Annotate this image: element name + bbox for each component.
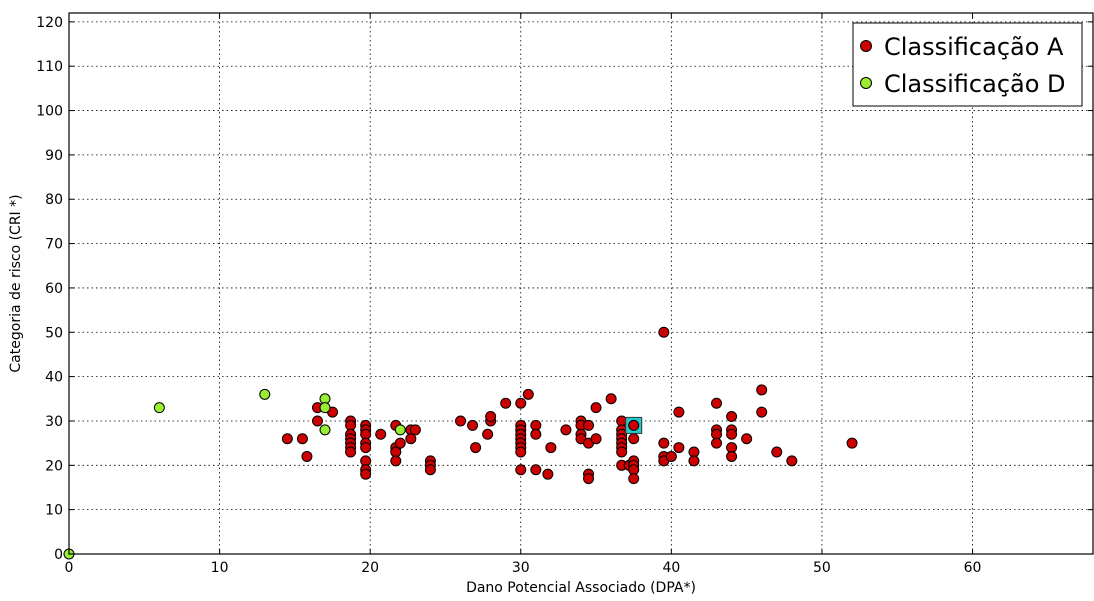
y-tick-label: 40 [45, 370, 63, 386]
point-classificacao-d [394, 424, 406, 436]
point-classificacao-a [360, 468, 372, 480]
point-classificacao-a [281, 433, 293, 445]
point-classificacao-a [673, 442, 685, 454]
point-classificacao-d [319, 424, 331, 436]
point-classificacao-a [688, 455, 700, 467]
y-tick-label: 50 [45, 325, 63, 341]
point-classificacao-a [542, 468, 554, 480]
point-classificacao-a [522, 388, 534, 400]
highlight-point [628, 419, 640, 431]
point-classificacao-a [424, 464, 436, 476]
legend-marker-classificacao-d [860, 77, 872, 89]
legend: Classificação A Classificação D [852, 22, 1083, 107]
y-tick-label: 90 [45, 148, 63, 164]
point-classificacao-a [665, 450, 677, 462]
point-classificacao-a [530, 428, 542, 440]
legend-label-classificacao-a: Classificação A [884, 33, 1064, 61]
point-classificacao-d [259, 388, 271, 400]
point-classificacao-a [786, 455, 798, 467]
y-tick-label: 20 [45, 458, 63, 474]
point-classificacao-a [711, 437, 723, 449]
point-classificacao-a [530, 464, 542, 476]
point-classificacao-a [409, 424, 421, 436]
point-classificacao-a [846, 437, 858, 449]
point-classificacao-a [405, 433, 417, 445]
point-classificacao-a [482, 428, 494, 440]
x-tick-label: 0 [65, 560, 74, 576]
y-tick-label: 110 [36, 59, 63, 75]
point-classificacao-a [375, 428, 387, 440]
point-classificacao-a [590, 402, 602, 414]
point-classificacao-a [628, 473, 640, 485]
x-axis-label: Dano Potencial Associado (DPA*) [466, 580, 696, 596]
point-classificacao-a [515, 464, 527, 476]
point-classificacao-a [311, 415, 323, 427]
point-classificacao-a [296, 433, 308, 445]
point-classificacao-a [726, 428, 738, 440]
legend-marker-classificacao-a [860, 40, 872, 52]
point-classificacao-a [360, 442, 372, 454]
point-classificacao-a [485, 411, 497, 423]
x-tick-label: 40 [662, 560, 680, 576]
point-classificacao-a [605, 393, 617, 405]
y-axis-ticks: 0 10 20 30 40 50 60 70 80 90 100 110 120 [36, 15, 1093, 563]
y-tick-label: 100 [36, 104, 63, 120]
legend-label-classificacao-d: Classificação D [884, 70, 1066, 98]
point-classificacao-a [658, 326, 670, 338]
point-classificacao-a [590, 433, 602, 445]
point-classificacao-a [583, 473, 595, 485]
point-classificacao-a [741, 433, 753, 445]
y-tick-label: 30 [45, 414, 63, 430]
point-classificacao-a [545, 442, 557, 454]
point-classificacao-d [319, 402, 331, 414]
x-tick-label: 10 [211, 560, 229, 576]
point-classificacao-a [455, 415, 467, 427]
point-classificacao-a [726, 450, 738, 462]
point-classificacao-a [345, 446, 357, 458]
y-tick-label: 120 [36, 15, 63, 31]
point-classificacao-d [153, 402, 165, 414]
legend-box [852, 22, 1083, 107]
plot-frame [68, 12, 1094, 555]
point-classificacao-a [390, 455, 402, 467]
x-tick-label: 30 [512, 560, 530, 576]
point-classificacao-a [628, 433, 640, 445]
point-classificacao-a [673, 406, 685, 418]
highlight-marker-group [625, 416, 643, 434]
y-tick-label: 0 [54, 547, 63, 563]
point-classificacao-a [515, 397, 527, 409]
y-tick-label: 80 [45, 192, 63, 208]
point-classificacao-a [726, 411, 738, 423]
point-classificacao-a [560, 424, 572, 436]
point-classificacao-a [500, 397, 512, 409]
point-classificacao-a [467, 419, 479, 431]
x-tick-label: 50 [813, 560, 831, 576]
point-classificacao-a [515, 446, 527, 458]
point-classificacao-a [658, 437, 670, 449]
point-classificacao-a [583, 419, 595, 431]
point-classificacao-a [394, 437, 406, 449]
point-classificacao-a [616, 446, 628, 458]
x-axis-ticks: 0 10 20 30 40 50 60 [65, 13, 982, 576]
x-tick-label: 60 [964, 560, 982, 576]
point-classificacao-a [470, 442, 482, 454]
point-classificacao-a [301, 450, 313, 462]
y-tick-label: 70 [45, 237, 63, 253]
point-classificacao-a [756, 384, 768, 396]
point-classificacao-a [756, 406, 768, 418]
point-classificacao-a [771, 446, 783, 458]
y-tick-label: 10 [45, 503, 63, 519]
y-axis-label: Categoria de risco (CRI *) [8, 194, 24, 372]
y-tick-label: 60 [45, 281, 63, 297]
data-points [63, 326, 858, 560]
point-classificacao-a [711, 397, 723, 409]
x-tick-label: 20 [361, 560, 379, 576]
